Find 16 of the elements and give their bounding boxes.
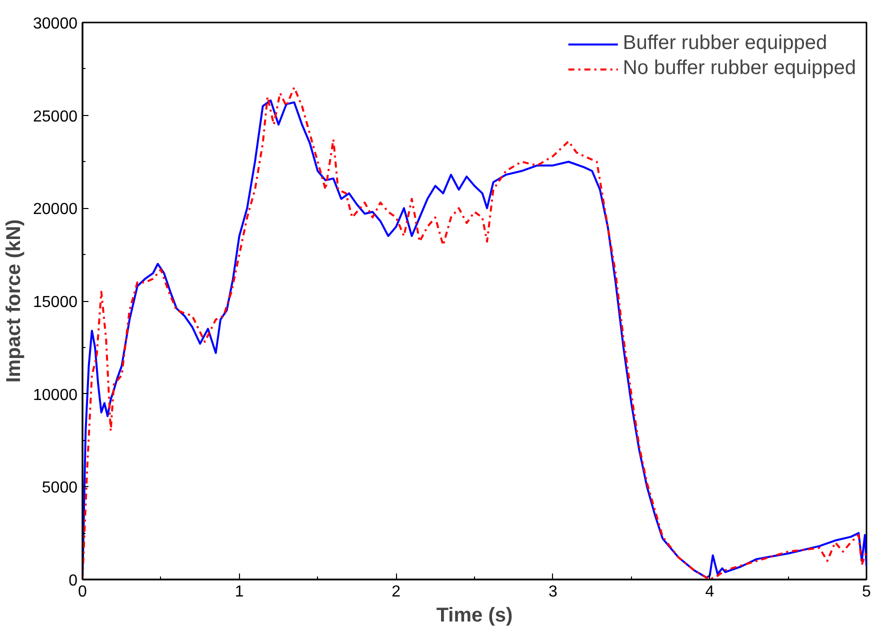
legend-label: No buffer rubber equipped [622,57,856,80]
y-tick-label: 10000 [33,386,78,404]
y-tick-label: 25000 [33,108,78,126]
x-tick-label: 2 [392,584,401,600]
x-tick-label: 1 [234,584,244,600]
y-tick-label: 30000 [33,16,78,32]
y-tick-label: 5000 [42,480,78,497]
x-axis-title: Time (s) [436,604,513,626]
x-tick-label: 4 [705,584,714,600]
y-axis-title: Impact force (kN) [3,219,26,383]
y-tick-label: 0 [68,572,78,590]
y-tick-label: 20000 [33,201,78,218]
legend-label: Buffer rubber equipped [622,32,828,55]
x-tick-label: 5 [862,584,872,600]
x-tick-label: 3 [548,584,558,600]
y-tick-label: 15000 [33,294,78,311]
